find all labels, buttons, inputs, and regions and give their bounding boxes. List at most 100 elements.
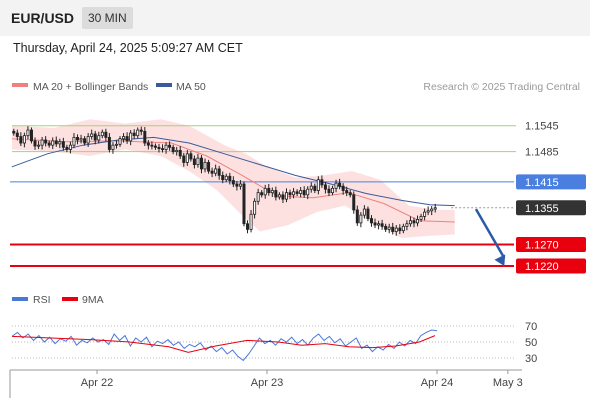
candle <box>281 191 285 204</box>
rsi-level-label: 30 <box>525 353 537 365</box>
candle <box>51 137 55 150</box>
candle <box>292 187 296 199</box>
candle-body <box>352 194 356 211</box>
candle-body <box>114 143 118 146</box>
candle <box>175 146 179 156</box>
candle <box>214 164 218 177</box>
candle-body <box>394 227 398 232</box>
candle-body <box>221 174 225 181</box>
candle-body <box>37 144 41 147</box>
x-tick-label: Apr 22 <box>81 377 113 389</box>
candle-body <box>107 136 111 150</box>
candle-body <box>118 138 122 145</box>
candle <box>274 186 278 201</box>
candle <box>260 190 264 198</box>
level-label-resistance: 1.1545 <box>525 121 559 133</box>
candle-body <box>235 183 239 187</box>
candle-body <box>292 191 296 196</box>
rsi-legend-swatch <box>12 297 28 301</box>
candle <box>401 223 405 234</box>
candle-body <box>12 130 16 134</box>
price-levels <box>10 125 516 268</box>
candle <box>277 192 281 200</box>
level-label-bg <box>516 258 586 274</box>
candle-body <box>299 190 303 194</box>
candle-body <box>217 168 221 176</box>
candle <box>93 130 97 145</box>
candle-body <box>316 179 320 191</box>
candle <box>323 181 327 194</box>
candle-body <box>58 141 62 145</box>
level-labels: 1.1545 1.1485 1.1415 1.1355 1.1270 1.1220 <box>516 121 586 274</box>
candle <box>235 181 239 191</box>
candle <box>83 136 87 146</box>
candle-body <box>153 145 157 148</box>
timeframe-selector[interactable]: 30 MIN <box>82 7 133 29</box>
candle-body <box>341 185 345 191</box>
candle <box>22 132 26 148</box>
ma50-legend-label: MA 50 <box>176 81 206 93</box>
candle-body <box>178 149 182 157</box>
candle-body <box>65 146 69 150</box>
candle <box>114 140 118 149</box>
candle-body <box>143 130 147 144</box>
candle <box>182 152 186 167</box>
candle <box>405 220 409 231</box>
level-label-bg <box>516 200 586 216</box>
candle-body <box>90 133 94 137</box>
candle <box>334 179 338 193</box>
candle <box>316 176 320 195</box>
candle-body <box>377 223 381 226</box>
candle-body <box>405 223 409 227</box>
candle-body <box>54 140 58 145</box>
candle-body <box>387 226 391 230</box>
candle <box>199 155 203 174</box>
candle <box>12 128 16 136</box>
candle-body <box>408 220 412 225</box>
candle <box>377 220 381 230</box>
candle-body <box>207 162 211 172</box>
candle-body <box>267 187 271 194</box>
candle-body <box>391 226 395 232</box>
candle-body <box>150 144 154 147</box>
candle-body <box>86 136 90 144</box>
candle-body <box>433 207 437 210</box>
forecast-arrow <box>474 208 506 267</box>
candle <box>29 127 33 144</box>
candle <box>242 181 246 227</box>
candle-body <box>97 135 101 141</box>
candle <box>345 186 349 197</box>
candle-body <box>270 190 274 194</box>
candle-body <box>419 216 423 220</box>
candle-body <box>224 175 228 181</box>
rsi-level-label: 70 <box>525 321 537 333</box>
candle <box>423 208 427 221</box>
candle <box>412 217 416 228</box>
candle-body <box>380 223 384 227</box>
candle <box>267 184 271 196</box>
candle-body <box>68 144 72 150</box>
candle <box>331 185 335 196</box>
candle-body <box>355 209 359 224</box>
chart-datetime: Thursday, April 24, 2025 5:09:27 AM CET <box>13 41 243 55</box>
candle-body <box>171 146 175 153</box>
candle <box>19 132 23 147</box>
candle <box>122 133 126 143</box>
candle-body <box>19 136 23 144</box>
candle-body <box>274 190 278 198</box>
candle <box>196 153 200 168</box>
candle <box>136 127 140 139</box>
candle-body <box>185 153 189 163</box>
candle-body <box>210 170 214 174</box>
candle-body <box>398 227 402 232</box>
candle-body <box>15 132 19 137</box>
candle-body <box>228 175 232 181</box>
candle <box>359 212 363 228</box>
candle <box>288 189 292 200</box>
candle <box>104 128 108 142</box>
candle-body <box>246 223 250 230</box>
symbol-title: EUR/USD <box>11 10 75 26</box>
candle <box>61 137 65 151</box>
candle-body <box>47 142 51 146</box>
